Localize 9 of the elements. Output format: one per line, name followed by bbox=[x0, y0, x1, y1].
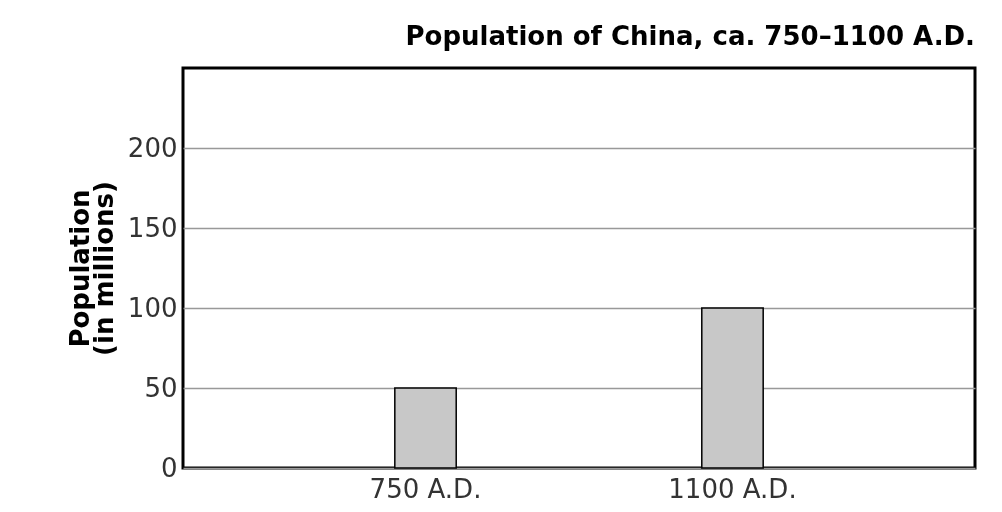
x-tick-label: 750 A.D. bbox=[369, 473, 482, 504]
y-tick-label: 150 bbox=[127, 212, 178, 243]
x-tick-label: 1100 A.D. bbox=[668, 473, 797, 504]
y-tick-label: 50 bbox=[144, 372, 178, 403]
chart-title: Population of China, ca. 750–1100 A.D. bbox=[405, 21, 975, 51]
y-tick-label: 100 bbox=[127, 292, 178, 323]
y-tick-label: 0 bbox=[160, 452, 178, 483]
y-tick-label: 200 bbox=[127, 132, 178, 163]
y-axis-title: Population (in millions) bbox=[64, 181, 119, 356]
